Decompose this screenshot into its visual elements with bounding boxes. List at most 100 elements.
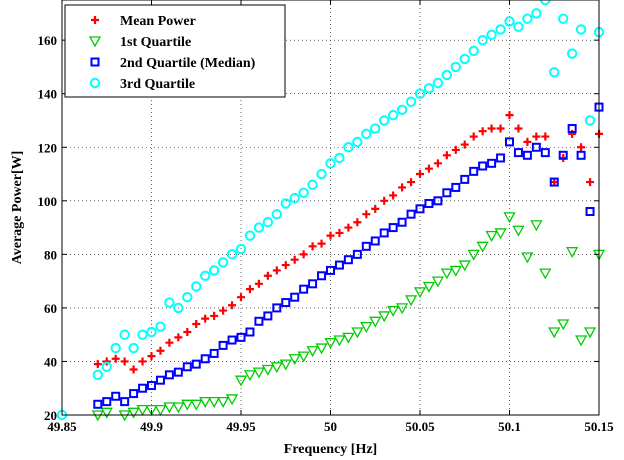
legend-marker bbox=[90, 57, 100, 67]
legend-marker bbox=[89, 77, 101, 89]
data-point bbox=[210, 311, 219, 320]
data-point bbox=[549, 177, 559, 187]
data-point bbox=[505, 137, 514, 147]
grid-lines bbox=[62, 0, 599, 415]
legend-label: 2nd Quartile (Median) bbox=[120, 56, 256, 71]
data-point bbox=[102, 357, 111, 366]
data-point bbox=[431, 276, 445, 288]
data-point bbox=[333, 335, 346, 347]
data-point bbox=[487, 124, 496, 133]
data-point bbox=[440, 268, 453, 280]
data-point bbox=[477, 34, 488, 46]
data-point bbox=[225, 394, 239, 406]
y-tick-label: 100 bbox=[38, 194, 58, 209]
data-point bbox=[317, 271, 327, 281]
data-point bbox=[486, 29, 497, 41]
data-point bbox=[387, 305, 400, 317]
data-point bbox=[407, 178, 416, 187]
data-point bbox=[469, 132, 478, 141]
data-point bbox=[147, 352, 156, 361]
data-point bbox=[200, 270, 211, 281]
data-point bbox=[442, 188, 452, 198]
data-point bbox=[299, 284, 309, 294]
data-point bbox=[398, 183, 407, 192]
data-point bbox=[424, 198, 434, 208]
data-point bbox=[92, 369, 104, 381]
x-tick-label: 50.15 bbox=[584, 419, 614, 434]
data-point bbox=[145, 404, 158, 416]
data-point bbox=[297, 351, 310, 363]
data-point bbox=[558, 150, 568, 160]
data-point bbox=[531, 142, 541, 152]
data-point bbox=[110, 342, 121, 354]
data-point bbox=[370, 236, 380, 246]
data-point bbox=[120, 397, 130, 407]
data-point bbox=[503, 212, 516, 224]
data-point bbox=[504, 16, 515, 27]
data-point bbox=[424, 164, 433, 173]
data-point bbox=[574, 335, 588, 347]
data-point bbox=[433, 159, 442, 168]
data-point bbox=[558, 13, 569, 24]
data-point bbox=[460, 140, 469, 149]
data-point bbox=[209, 348, 219, 358]
y-tick-label: 160 bbox=[38, 33, 58, 48]
data-point bbox=[111, 354, 120, 363]
data-point bbox=[548, 327, 561, 339]
data-point bbox=[227, 335, 237, 345]
data-point bbox=[262, 217, 274, 228]
data-point bbox=[100, 407, 113, 419]
y-tick-label: 80 bbox=[44, 247, 57, 262]
data-point bbox=[395, 303, 409, 315]
data-point bbox=[557, 319, 570, 331]
data-point bbox=[441, 69, 453, 81]
data-point bbox=[236, 332, 246, 342]
data-point bbox=[541, 132, 550, 141]
data-point bbox=[136, 404, 149, 416]
y-tick-label: 40 bbox=[44, 354, 57, 369]
y-axis-label: Average Power[W] bbox=[10, 151, 25, 265]
data-point bbox=[539, 268, 552, 280]
data-point bbox=[540, 0, 551, 6]
data-point bbox=[413, 287, 427, 299]
data-point bbox=[585, 207, 595, 217]
data-point bbox=[344, 223, 353, 232]
data-point bbox=[252, 367, 266, 379]
legend-label: 3rd Quartile bbox=[120, 77, 195, 92]
data-point bbox=[325, 158, 336, 169]
data-point bbox=[414, 88, 426, 99]
data-point bbox=[156, 346, 165, 355]
data-point bbox=[378, 311, 391, 323]
series-3 bbox=[56, 0, 605, 421]
data-point bbox=[505, 111, 514, 120]
y-tick-label: 120 bbox=[38, 140, 58, 155]
data-point bbox=[352, 136, 363, 148]
data-point bbox=[120, 357, 129, 366]
data-point bbox=[298, 187, 309, 198]
data-point bbox=[155, 375, 165, 385]
data-point bbox=[190, 399, 203, 411]
data-point bbox=[290, 255, 299, 264]
data-point bbox=[567, 124, 577, 134]
data-point bbox=[404, 295, 418, 307]
data-point bbox=[335, 228, 344, 237]
data-point bbox=[281, 261, 290, 270]
data-point bbox=[467, 249, 480, 261]
data-point bbox=[237, 293, 245, 302]
data-point bbox=[459, 53, 470, 65]
data-point bbox=[362, 210, 371, 219]
data-point bbox=[343, 142, 354, 153]
data-point bbox=[272, 266, 281, 275]
data-point bbox=[369, 316, 382, 328]
data-point bbox=[219, 306, 228, 315]
data-point bbox=[164, 370, 174, 380]
data-point bbox=[128, 342, 139, 354]
data-point bbox=[370, 123, 381, 134]
data-point bbox=[173, 367, 183, 377]
data-point bbox=[423, 83, 435, 94]
data-point bbox=[523, 137, 532, 146]
x-tick-label: 50 bbox=[324, 419, 337, 434]
data-point bbox=[172, 402, 185, 414]
data-point bbox=[200, 354, 210, 364]
data-point bbox=[566, 48, 578, 59]
